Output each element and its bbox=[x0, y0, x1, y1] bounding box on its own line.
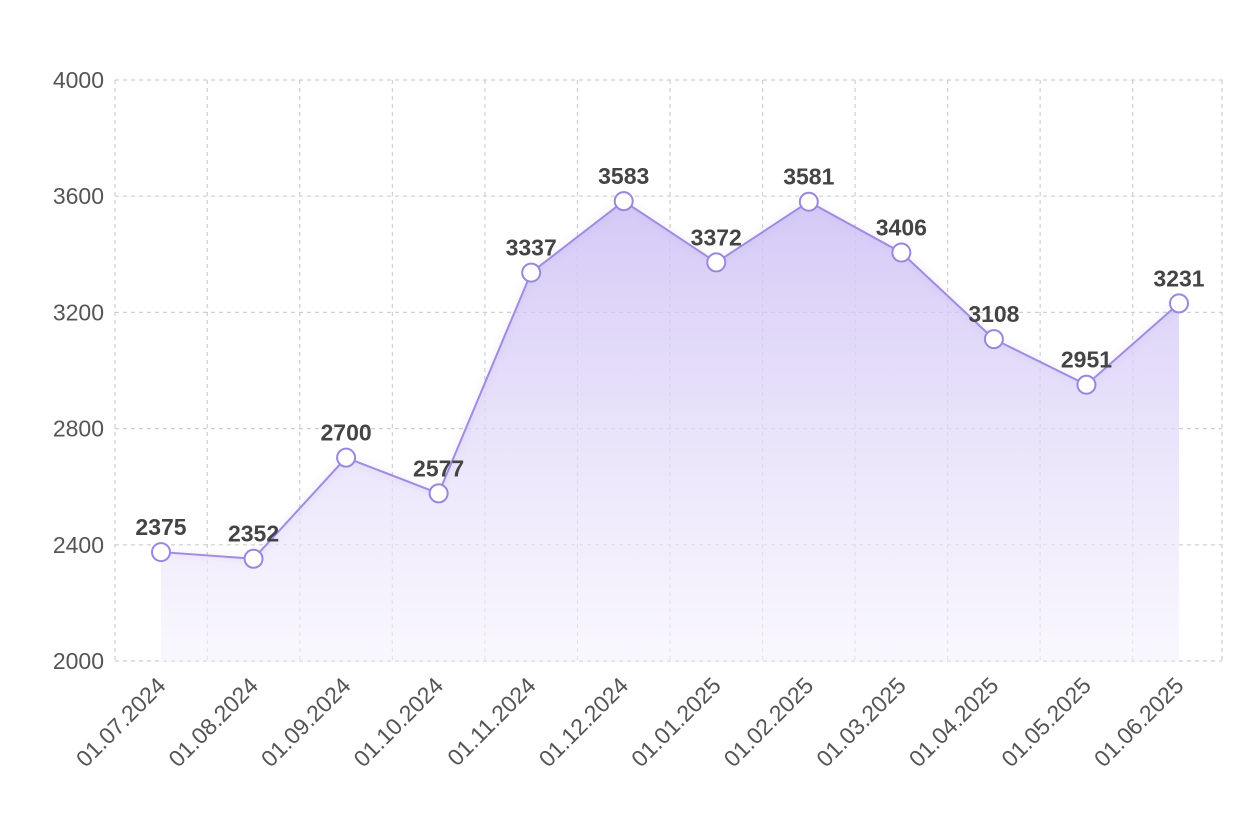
x-tick-label: 01.11.2024 bbox=[442, 672, 541, 771]
x-tick-label: 01.06.2025 bbox=[1089, 672, 1189, 772]
data-point bbox=[706, 252, 727, 273]
data-label: 3372 bbox=[691, 224, 742, 250]
x-tick-label: 01.01.2025 bbox=[626, 672, 726, 772]
data-label: 3583 bbox=[598, 163, 649, 189]
y-tick-label: 3600 bbox=[53, 183, 104, 209]
data-label: 2700 bbox=[321, 420, 372, 446]
x-tick-label: 01.09.2024 bbox=[256, 672, 356, 772]
area-layer bbox=[161, 201, 1179, 662]
x-tick-label: 01.10.2024 bbox=[348, 672, 448, 772]
data-label: 3337 bbox=[506, 235, 557, 261]
data-point bbox=[613, 191, 634, 212]
data-point bbox=[336, 447, 357, 468]
data-label: 3581 bbox=[783, 164, 834, 190]
data-label: 3406 bbox=[876, 215, 927, 241]
x-tick-label: 01.02.2025 bbox=[719, 672, 819, 772]
x-tick-label: 01.07.2024 bbox=[71, 672, 171, 772]
point-layer bbox=[151, 191, 1189, 569]
y-axis: 2000 2400 2800 3200 3600 4000 bbox=[53, 67, 104, 674]
y-tick-label: 3200 bbox=[53, 299, 104, 325]
data-label: 3108 bbox=[968, 301, 1019, 327]
line-layer bbox=[160, 200, 1180, 560]
y-tick-label: 2800 bbox=[53, 416, 104, 442]
data-point bbox=[798, 191, 819, 212]
x-tick-label: 01.04.2025 bbox=[904, 672, 1004, 772]
data-label: 2375 bbox=[135, 514, 186, 540]
data-label-layer: 2375 2352 2700 2577 3337 3583 3372 3581 3406 3108… bbox=[135, 163, 1204, 547]
data-point bbox=[428, 483, 449, 504]
data-point bbox=[243, 548, 264, 569]
data-point bbox=[1169, 293, 1189, 314]
x-tick-label: 01.05.2025 bbox=[996, 672, 1096, 772]
series-area bbox=[161, 201, 1179, 662]
x-tick-label: 01.03.2025 bbox=[811, 672, 911, 772]
data-label: 2352 bbox=[228, 521, 279, 547]
y-tick-label: 2400 bbox=[53, 532, 104, 558]
data-label: 2577 bbox=[413, 455, 464, 481]
y-tick-label: 4000 bbox=[53, 67, 104, 93]
y-tick-label: 2000 bbox=[53, 648, 104, 674]
series-line bbox=[160, 200, 1180, 560]
x-tick-label: 01.08.2024 bbox=[163, 672, 263, 772]
data-point bbox=[891, 242, 912, 263]
data-point bbox=[1076, 374, 1097, 395]
x-tick-label: 01.12.2024 bbox=[533, 672, 633, 772]
x-axis: 01.07.202401.08.202401.09.202401.10.2024… bbox=[71, 672, 1189, 772]
data-point bbox=[983, 329, 1004, 350]
data-point bbox=[521, 262, 542, 283]
data-label: 2951 bbox=[1061, 347, 1112, 373]
data-label: 3231 bbox=[1153, 265, 1204, 291]
data-point bbox=[151, 542, 171, 563]
